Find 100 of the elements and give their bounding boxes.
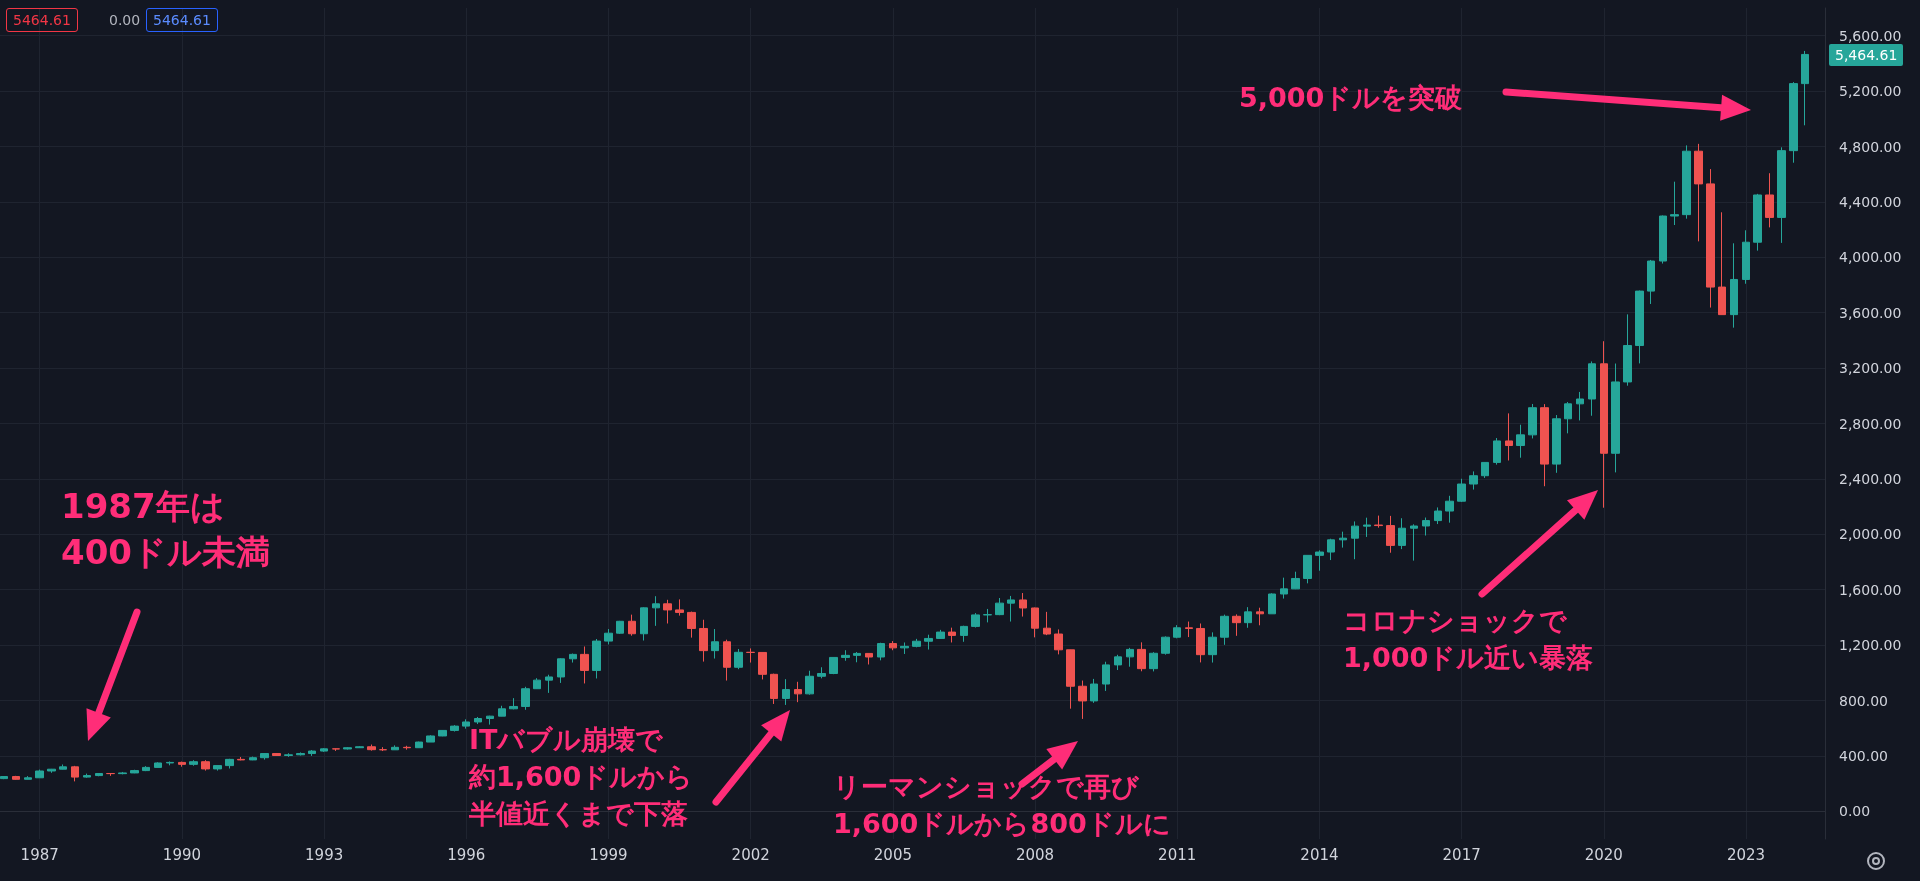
candlestick — [1137, 641, 1146, 672]
candlestick — [900, 641, 909, 655]
candlestick — [71, 765, 79, 782]
candlestick — [723, 639, 731, 682]
y-tick-label: 4,800.00 — [1839, 138, 1902, 155]
annotation: 400ドル未満 — [61, 531, 270, 574]
annotation: 1,600ドルから800ドルに — [833, 807, 1171, 841]
candlestick — [734, 648, 743, 670]
annotation: 半値近くまで下落 — [469, 797, 688, 831]
candlestick — [1078, 680, 1087, 720]
y-tick-label: 5,600.00 — [1839, 27, 1902, 44]
y-tick-label: 3,200.00 — [1839, 360, 1902, 377]
candlestick — [1339, 531, 1347, 549]
candlestick — [1102, 661, 1110, 692]
candlestick — [201, 759, 210, 772]
x-tick-label: 1993 — [305, 845, 344, 864]
candlestick — [1647, 259, 1655, 305]
y-tick-label: 5,200.00 — [1839, 83, 1902, 100]
candlestick — [1576, 391, 1584, 421]
candlestick — [1398, 517, 1406, 550]
candlestick — [1386, 515, 1395, 554]
candlestick — [426, 734, 435, 743]
candlestick — [1516, 424, 1525, 459]
annotation: 5,000ドルを突破 — [1239, 81, 1463, 115]
candlestick — [1445, 495, 1454, 524]
candlestick — [569, 653, 577, 664]
candlestick — [1410, 523, 1418, 562]
candlestick — [1694, 143, 1703, 242]
candlestick — [1232, 613, 1241, 637]
candlestick — [1327, 538, 1335, 561]
candlestick — [971, 612, 980, 629]
candlestick — [415, 741, 423, 749]
candlestick — [1291, 571, 1300, 590]
candlestick — [12, 775, 20, 781]
candlestick — [59, 763, 67, 770]
candlestick — [746, 647, 755, 664]
candlestick — [438, 729, 447, 737]
candlestick — [1765, 172, 1774, 228]
candlestick — [1363, 517, 1371, 538]
y-tick-label: 1,200.00 — [1839, 637, 1902, 654]
candlestick — [1007, 595, 1015, 623]
candlestick — [272, 752, 281, 757]
x-tick-label: 2023 — [1726, 845, 1766, 864]
annotation: 1987年は — [61, 485, 225, 528]
candlestick — [924, 634, 933, 651]
candlestick — [1303, 554, 1312, 584]
candlestick — [983, 608, 992, 623]
candlestick — [1611, 363, 1620, 473]
candlestick — [794, 681, 802, 703]
candlestick — [1588, 360, 1596, 417]
candlestick — [166, 760, 174, 766]
candlestick — [1374, 515, 1383, 529]
candlestick — [865, 652, 873, 665]
candlestick — [829, 656, 838, 675]
candlestick — [533, 677, 541, 690]
y-tick-label: 2,000.00 — [1839, 526, 1902, 543]
annotation: コロナショックで — [1343, 604, 1567, 638]
candlestick — [1564, 401, 1572, 434]
candlestick — [1173, 624, 1181, 639]
candlestick — [462, 718, 470, 730]
candlestick — [24, 775, 32, 780]
candlestick — [1753, 193, 1762, 252]
candlestick — [1114, 654, 1122, 671]
candlestick — [249, 756, 257, 761]
candlestick — [403, 745, 411, 751]
candlestick — [580, 645, 589, 684]
candlestick — [1528, 403, 1537, 439]
x-tick-label: 1996 — [447, 845, 486, 864]
candlestick — [1777, 146, 1786, 244]
x-tick-label: 2002 — [731, 845, 770, 864]
candlestick — [509, 697, 518, 710]
candlestick — [296, 751, 305, 756]
candlestick — [1552, 414, 1561, 474]
candlestick — [687, 611, 696, 639]
y-tick-label: 800.00 — [1839, 692, 1888, 709]
candlestick — [225, 758, 234, 769]
candlestick — [142, 765, 150, 772]
candlestick — [1623, 313, 1632, 387]
x-tick-label: 2011 — [1158, 845, 1197, 864]
candlestick — [652, 595, 660, 627]
y-tick-label: 400.00 — [1839, 747, 1888, 764]
candlestick — [1185, 621, 1193, 638]
x-tick-label: 1990 — [162, 845, 202, 864]
candlestick — [1066, 649, 1075, 710]
candlestick — [1256, 607, 1264, 626]
candlestick — [1469, 470, 1478, 491]
candlestick — [1457, 478, 1466, 503]
candlestick — [675, 598, 684, 617]
candlestick — [320, 747, 328, 753]
candlestick — [604, 628, 613, 645]
candlestick — [284, 752, 293, 758]
candlestick — [130, 769, 139, 774]
candlestick — [450, 724, 459, 733]
candlestick — [1659, 214, 1667, 265]
candlestick — [936, 629, 945, 640]
candlestick — [817, 666, 826, 679]
candlestick — [47, 768, 56, 774]
y-tick-label: 4,400.00 — [1839, 193, 1902, 210]
candlestick — [889, 640, 897, 651]
candlestick — [592, 638, 601, 679]
